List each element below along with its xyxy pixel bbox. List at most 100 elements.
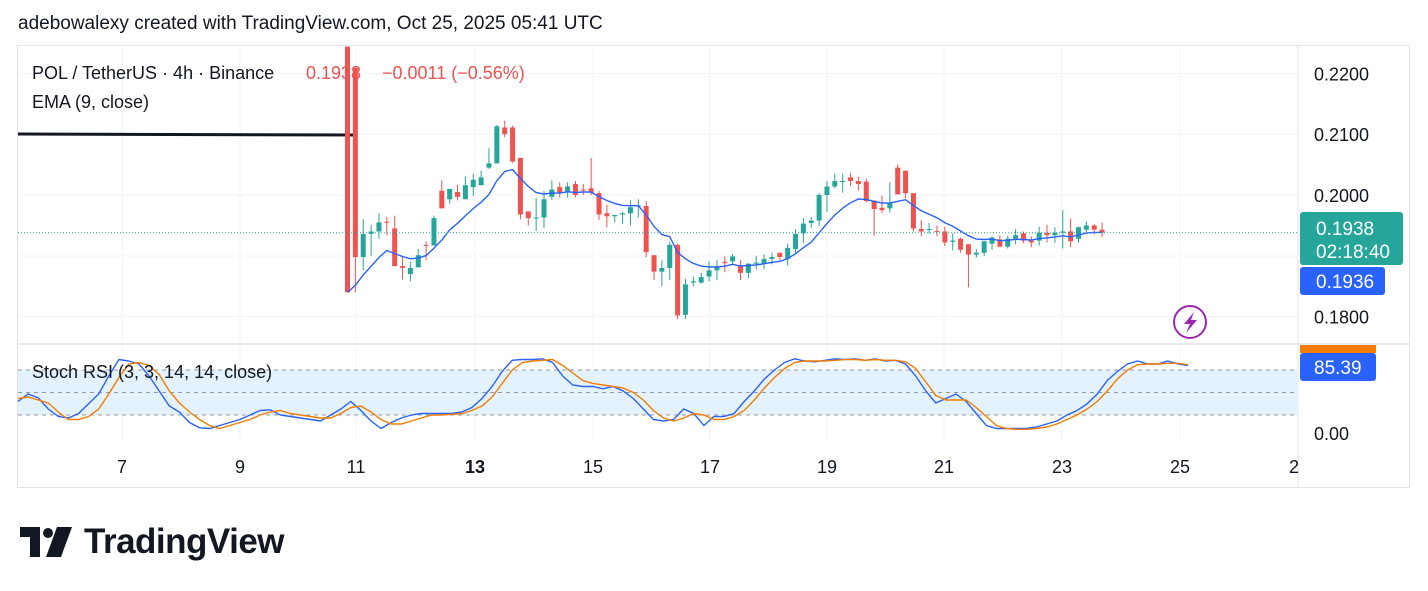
candle: [1005, 235, 1011, 249]
candle: [620, 212, 626, 225]
candle-body: [840, 181, 846, 183]
candle-body: [557, 187, 563, 194]
lightning-icon[interactable]: [1173, 305, 1207, 339]
candle-body: [1060, 231, 1066, 233]
time-tick-label: 17: [700, 457, 720, 477]
range-line: [17, 132, 358, 137]
tradingview-logo[interactable]: TradingView: [20, 522, 285, 562]
candle-body: [973, 252, 979, 255]
candle: [777, 252, 783, 261]
candle-body: [392, 228, 398, 267]
candle-body: [667, 244, 673, 268]
candle: [848, 173, 854, 186]
candle: [903, 170, 909, 199]
time-tick-label: 2: [1289, 457, 1299, 477]
candle-body: [1044, 232, 1050, 236]
candle-body: [745, 263, 751, 273]
candle: [785, 243, 791, 266]
legend-price: 0.1938: [306, 63, 361, 83]
candle: [352, 67, 358, 293]
candle-body: [620, 213, 626, 215]
chart-caption: adebowalexy created with TradingView.com…: [18, 13, 603, 34]
candle: [431, 215, 437, 246]
time-tick-label: 21: [934, 457, 954, 477]
candle: [423, 241, 429, 261]
candle-body: [879, 207, 885, 211]
candle: [816, 193, 822, 227]
candle: [714, 260, 720, 281]
candle: [690, 276, 696, 287]
countdown-timer: 02:18:40: [1316, 242, 1390, 263]
candle: [675, 243, 681, 320]
candle-body: [360, 233, 366, 258]
candle: [706, 261, 712, 282]
last-price-tag: 0.1938 02:18:40: [1300, 212, 1403, 265]
candle: [965, 244, 971, 288]
candle-body: [494, 126, 500, 164]
time-tick-label: 19: [817, 457, 837, 477]
legend-ema[interactable]: EMA (9, close): [32, 92, 149, 112]
stoch-k-line: [17, 358, 1189, 430]
candle-body: [565, 186, 571, 193]
legend-change: −0.0011 (−0.56%): [382, 63, 525, 83]
candle: [871, 200, 877, 236]
time-axis: 7 9 11 13 15 17 19 21 23 25 2: [117, 457, 1299, 477]
candle-body: [384, 221, 390, 223]
candle-body: [698, 277, 704, 283]
candle-body: [895, 167, 901, 195]
price-tick-label: 0.1800: [1314, 308, 1369, 328]
candle: [950, 233, 956, 251]
candle: [934, 225, 940, 237]
price-axis: 0.2200 0.2100 0.2000 0.1800: [1314, 64, 1369, 327]
candle: [879, 195, 885, 214]
candle-body: [1099, 229, 1105, 233]
stoch-d-line: [17, 358, 1189, 430]
time-tick-label: 9: [235, 457, 245, 477]
candle-body: [455, 191, 461, 197]
candle: [895, 164, 901, 195]
candle: [659, 260, 665, 287]
candle: [942, 226, 948, 247]
candle-body: [910, 193, 916, 229]
candle: [730, 253, 736, 265]
legend-stoch[interactable]: Stoch RSI (3, 3, 14, 14, close): [32, 362, 272, 382]
candle-body: [785, 247, 791, 259]
candle-body: [502, 127, 508, 135]
candle-body: [942, 231, 948, 243]
candle-body: [682, 284, 688, 315]
candle: [667, 241, 673, 281]
candle: [958, 237, 964, 253]
candle-body: [769, 257, 775, 259]
time-tick-label: 13: [465, 457, 485, 477]
candle-body: [533, 217, 539, 219]
candle-body: [400, 266, 406, 268]
candle-body: [431, 218, 437, 246]
candle-body: [738, 265, 743, 273]
time-tick-label: 7: [117, 457, 127, 477]
candle: [824, 181, 830, 213]
candle: [549, 180, 555, 200]
candle-body: [950, 240, 956, 242]
time-tick-label: 23: [1052, 457, 1072, 477]
candle-body: [1020, 233, 1026, 241]
candle: [376, 213, 382, 239]
candle-body: [470, 179, 476, 188]
candle-body: [714, 267, 720, 271]
stoch-value: 85.39: [1314, 358, 1362, 379]
candle: [981, 241, 987, 256]
candle: [910, 193, 916, 232]
tradingview-logo-text: TradingView: [84, 522, 285, 561]
candle-body: [934, 230, 940, 232]
price-tick-label: 0.2000: [1314, 186, 1369, 206]
candle: [989, 236, 995, 250]
ema-value: 0.1936: [1316, 272, 1374, 293]
candle: [1036, 226, 1042, 246]
candle-body: [486, 163, 492, 168]
candle-body: [580, 189, 586, 191]
candle: [1060, 210, 1066, 249]
candle: [1099, 222, 1105, 237]
legend-symbol[interactable]: POL / TetherUS · 4h · Binance: [32, 63, 274, 83]
candle-body: [572, 184, 578, 195]
candle-body: [588, 188, 594, 193]
